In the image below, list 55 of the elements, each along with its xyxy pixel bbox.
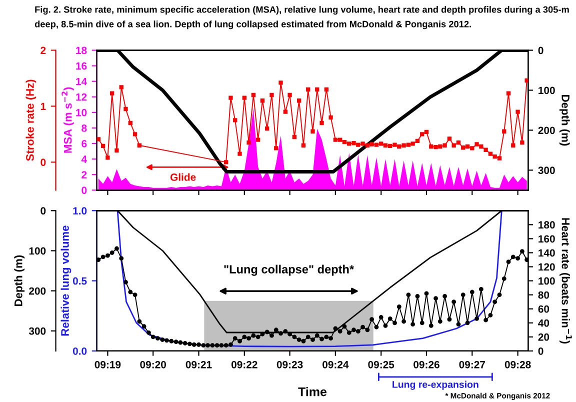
y-tick-label: 2 (82, 171, 87, 178)
x-tick-label: 09:21 (186, 360, 212, 368)
y2-tick-label: 140 (538, 249, 555, 257)
y2-tick-label: 100 (538, 277, 555, 285)
y2-tick-label: 40 (538, 319, 550, 327)
y3-tick-label: 0 (40, 207, 46, 215)
x-tick-label: 09:28 (504, 360, 531, 368)
y-tick-label: 1.0 (73, 207, 87, 215)
y2-tick-label: 200 (538, 126, 555, 134)
text: Lung re-expansion (392, 380, 478, 390)
x-tick-label: 09:27 (459, 360, 486, 368)
y2-tick-label: 60 (538, 305, 550, 313)
y2-tick-label: 180 (538, 221, 555, 229)
band-label: "Lung collapse" depth* (224, 264, 354, 276)
y-tick-label: 0 (82, 186, 87, 194)
x-tick-label: 09:26 (414, 360, 440, 368)
annotation: Glide (170, 173, 196, 181)
y-tick-label: 18 (76, 46, 87, 54)
y-tick-label: 8 (82, 124, 87, 132)
y3-tick-label: 0 (40, 158, 46, 166)
y2-tick-label: 80 (538, 291, 550, 299)
y-tick-label: 0.5 (72, 277, 87, 285)
x-tick-label: 09:20 (140, 360, 166, 368)
y3-axis-title: Depth (m) (14, 255, 25, 306)
chart-title: Fig. 2. Stroke rate, minimum specific acceleration (MSA), relative lung volume, heart rate and depth profiles during a 305-m deep, 8.5-min dive of a sea lion. Depth of lung collapsed estimated from McDonald & Ponganis 2012. (34, 6, 569, 30)
y2-tick-label: 0 (538, 46, 544, 54)
y2-axis-title: Depth (m) (559, 95, 570, 146)
y3-tick-label: 300 (28, 327, 46, 335)
y2-tick-label: 120 (538, 263, 555, 271)
y-axis-title: Relative lung volume (60, 226, 72, 336)
y3-tick-label: 2 (40, 46, 46, 54)
y2-tick-label: 300 (538, 166, 555, 174)
y-tick-label: 10 (76, 108, 87, 116)
y2-axis-title: Heart rate (beats min$^{−1}$) (560, 218, 572, 344)
x-tick-label: 09:23 (276, 360, 303, 368)
y3-tick-label: 100 (29, 247, 46, 255)
y2-tick-label: 0 (538, 347, 544, 355)
y2-tick-label: 160 (538, 235, 555, 243)
y2-tick-label: 100 (538, 86, 555, 94)
y2-tick-label: 20 (538, 333, 550, 341)
x-tick-label: 09:19 (94, 360, 121, 368)
y-tick-label: 6 (82, 140, 87, 148)
x-axis-title: Time (298, 387, 327, 396)
y-tick-label: 12 (76, 93, 87, 101)
y-tick-label: 4 (81, 156, 87, 163)
y3-tick-label: 1 (40, 102, 46, 110)
y-tick-label: 0.0 (72, 347, 87, 355)
x-tick-label: 09:24 (322, 360, 349, 368)
y3-tick-label: 200 (29, 287, 46, 295)
y3-axis-title: Stroke rate (Hz) (26, 80, 36, 161)
x-tick-label: 09:25 (368, 360, 394, 368)
y-tick-label: 16 (76, 62, 87, 70)
y-axis-title: MSA (m s$^{−2}$) (62, 87, 74, 153)
y-tick-label: 14 (76, 78, 87, 86)
x-tick-label: 09:22 (231, 360, 258, 368)
